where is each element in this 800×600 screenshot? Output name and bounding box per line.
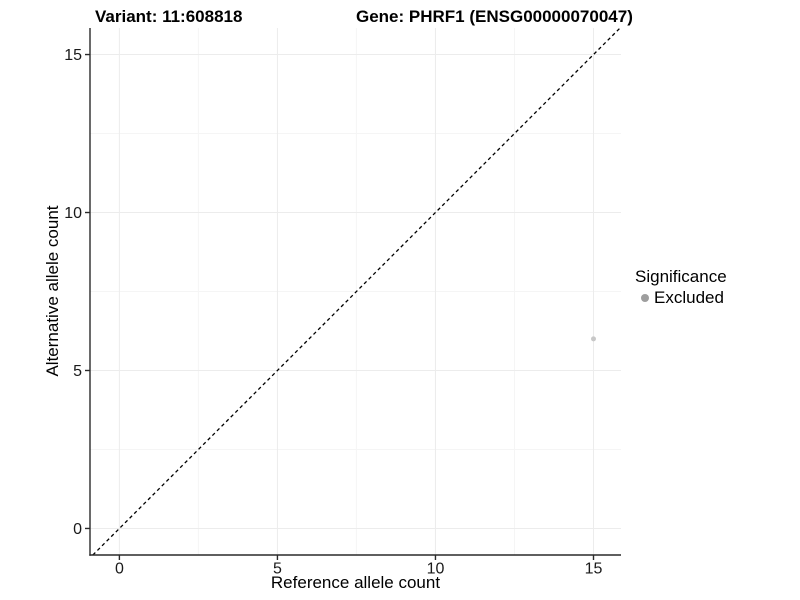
x-tick-label: 15 bbox=[585, 561, 603, 578]
data-point bbox=[591, 336, 597, 342]
y-tick-label: 5 bbox=[73, 363, 82, 380]
legend-entry-label: Excluded bbox=[654, 288, 724, 307]
x-axis-label: Reference allele count bbox=[270, 573, 441, 592]
x-tick-label: 10 bbox=[427, 561, 445, 578]
legend: Significance Excluded bbox=[635, 266, 727, 307]
legend-entry-excluded: Excluded bbox=[635, 289, 727, 307]
y-tick-label: 15 bbox=[64, 47, 82, 64]
x-tick-label: 0 bbox=[115, 561, 124, 578]
legend-point-icon bbox=[641, 294, 649, 302]
y-tick-label: 10 bbox=[64, 205, 82, 222]
plot-title-gene: Gene: PHRF1 (ENSG00000070047) bbox=[356, 7, 633, 26]
legend-title: Significance bbox=[635, 267, 727, 286]
x-tick-label: 5 bbox=[273, 561, 282, 578]
identity-dashed-line bbox=[92, 27, 621, 556]
y-axis-label: Alternative allele count bbox=[43, 205, 62, 377]
plot-title-variant: Variant: 11:608818 bbox=[95, 7, 243, 26]
y-tick-label: 0 bbox=[73, 521, 82, 538]
